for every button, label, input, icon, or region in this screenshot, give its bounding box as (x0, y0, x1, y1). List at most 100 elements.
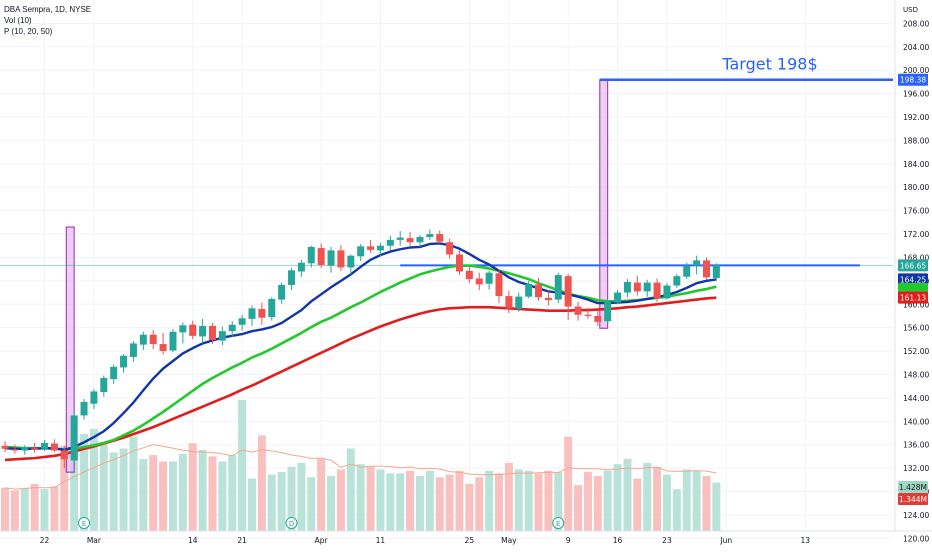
y-tick-label: 208.00 (903, 19, 929, 28)
volume-bar (238, 400, 247, 531)
volume-bar (583, 472, 592, 531)
volume-bar (613, 464, 622, 531)
event-label: E (82, 520, 86, 528)
candle-body (653, 282, 661, 299)
candle-body (554, 275, 562, 300)
volume-bar (386, 473, 395, 531)
candle-body (614, 292, 622, 303)
candle-body (149, 334, 157, 345)
candle-body (159, 344, 167, 352)
event-marker (552, 517, 565, 529)
volume-tag-label: 1.344M (899, 495, 927, 504)
volume-bar (356, 464, 365, 531)
y-tick-label: 120.00 (903, 534, 929, 543)
y-tick-label: 184.00 (903, 160, 929, 169)
volume-bar (208, 456, 217, 531)
price-tag (898, 291, 928, 304)
volume-bar (168, 461, 177, 531)
candle-body (248, 308, 256, 319)
volume-bar (149, 455, 158, 531)
y-tick-label: 160.00 (903, 300, 929, 309)
candle-body (426, 234, 434, 237)
candle-body (584, 314, 592, 316)
candle-body (544, 297, 552, 301)
volume-bar (485, 470, 494, 531)
volume-bar (307, 477, 316, 531)
candle-body (228, 324, 236, 332)
x-tick-label: 25 (465, 536, 475, 545)
y-tick-label: 180.00 (903, 183, 929, 192)
volume-bar (327, 475, 336, 531)
candle-body (327, 250, 335, 266)
volume-bar (89, 428, 98, 531)
candle-body (90, 391, 98, 404)
candle-body (100, 377, 108, 393)
candle-body (169, 331, 177, 351)
volume-bar (534, 473, 543, 531)
volume-bar (30, 483, 39, 531)
candle-body (199, 325, 207, 337)
x-tick-label: Jun (719, 536, 732, 545)
candle-body (643, 282, 651, 292)
legend-symbol[interactable]: DBA Sempra, 1D, NYSE (4, 5, 92, 14)
volume-bar (653, 466, 662, 531)
candle-body (574, 306, 582, 315)
candle-body (139, 334, 147, 345)
currency-label: USD (903, 6, 918, 14)
candle-body (505, 296, 513, 309)
y-tick-label: 200.00 (903, 66, 929, 75)
candle-body (189, 324, 197, 336)
ma20-line (4, 264, 717, 451)
candle-body (535, 284, 543, 298)
volume-bar (40, 489, 49, 531)
candle-body (41, 442, 49, 449)
x-tick-label: 16 (613, 536, 623, 545)
candle-body (268, 298, 276, 318)
candle-body (218, 331, 226, 341)
event-label: E (556, 520, 560, 528)
volume-bar (10, 490, 19, 531)
volume-bar (406, 470, 415, 531)
y-tick-label: 188.00 (903, 136, 929, 145)
volume-bar (672, 489, 681, 531)
volume-bar (692, 470, 701, 531)
candle-body (297, 262, 305, 272)
volume-bar (109, 452, 118, 531)
volume-bar (662, 474, 671, 531)
candle-body (60, 450, 68, 460)
candle-body (278, 284, 286, 300)
candle-body (604, 301, 612, 322)
volume-bar (593, 475, 602, 531)
volume-bar (277, 472, 286, 531)
x-tick-label: 22 (40, 536, 50, 545)
candle-body (673, 276, 681, 286)
volume-bar (198, 449, 207, 531)
candle-body (663, 285, 671, 299)
x-tick-label: May (501, 536, 517, 545)
volume-bar (564, 436, 573, 531)
volume-bar (712, 482, 721, 531)
price-tag (898, 259, 928, 272)
volume-bar (1, 487, 9, 531)
volume-bar (425, 470, 434, 531)
volume-tag (898, 493, 928, 505)
volume-bar (524, 470, 533, 531)
candle-body (307, 246, 315, 264)
candle-body (702, 260, 710, 278)
volume-ma-line (4, 444, 717, 490)
candle-body (258, 308, 266, 318)
volume-bar (60, 445, 69, 531)
volume-bar (514, 469, 523, 531)
legend-volume[interactable]: Vol (10) (4, 16, 32, 25)
y-tick-label: 176.00 (903, 207, 929, 216)
legend-moving-averages[interactable]: P (10, 20, 50) (4, 27, 53, 36)
volume-bar (603, 470, 612, 531)
candle-body (525, 283, 533, 297)
candle-body (712, 265, 720, 278)
volume-bar (99, 444, 108, 531)
candle-body (50, 443, 58, 451)
candle-body (495, 273, 503, 297)
price-tag-label: 164.25 (900, 275, 926, 284)
volume-bar (50, 486, 59, 531)
